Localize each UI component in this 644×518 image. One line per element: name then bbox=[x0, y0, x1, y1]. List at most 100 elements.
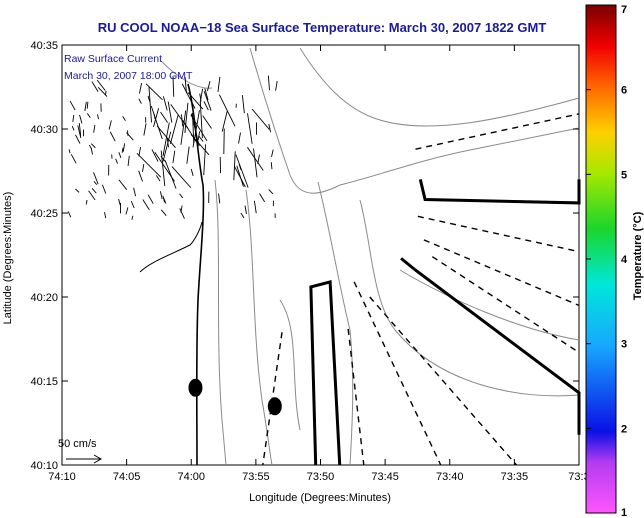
current-vector bbox=[122, 143, 126, 152]
current-vector bbox=[91, 188, 97, 194]
current-vector bbox=[147, 194, 154, 204]
current-vector bbox=[143, 123, 147, 136]
current-vector bbox=[69, 100, 76, 111]
current-vector bbox=[202, 115, 212, 129]
bathymetry-contours bbox=[159, 47, 580, 466]
current-vector bbox=[104, 212, 107, 219]
radar-beam-ray bbox=[431, 256, 580, 354]
current-vector bbox=[162, 131, 172, 162]
y-axis-label: Latitude (Degrees:Minutes) bbox=[2, 192, 14, 325]
current-vector bbox=[91, 143, 96, 149]
current-vector bbox=[127, 155, 130, 167]
current-vector bbox=[170, 104, 189, 129]
current-vector bbox=[79, 114, 83, 124]
x-tick-label: 74:00 bbox=[177, 471, 205, 483]
depth-contour bbox=[299, 47, 580, 127]
current-vector bbox=[233, 165, 246, 188]
site-marker bbox=[267, 397, 282, 416]
y-tick-label: 40:35 bbox=[30, 40, 58, 52]
current-vector bbox=[85, 199, 88, 205]
current-vector bbox=[125, 207, 129, 215]
colorbar-tick-label: 2 bbox=[621, 423, 627, 435]
current-vector bbox=[198, 135, 204, 142]
current-vector bbox=[238, 132, 241, 144]
study-box bbox=[418, 179, 581, 205]
current-vector bbox=[67, 211, 72, 218]
current-vector bbox=[217, 76, 221, 92]
current-vector bbox=[118, 179, 128, 190]
depth-contour bbox=[399, 269, 580, 341]
y-tick-label: 40:25 bbox=[30, 208, 58, 220]
colorbar-tick-label: 1 bbox=[621, 507, 627, 518]
radar-beam-ray bbox=[347, 328, 365, 466]
study-box bbox=[400, 257, 581, 435]
current-vector bbox=[150, 105, 163, 140]
scale-arrow bbox=[66, 454, 103, 464]
current-vector bbox=[138, 98, 142, 104]
current-vector bbox=[268, 189, 274, 195]
depth-contour bbox=[359, 199, 580, 397]
chart-title: RU COOL NOAA−18 Sea Surface Temperature:… bbox=[98, 20, 547, 35]
x-tick-label: 73:3 bbox=[568, 471, 589, 483]
x-tick-label: 73:50 bbox=[307, 471, 335, 483]
current-vector bbox=[153, 108, 160, 128]
y-tick-label: 40:10 bbox=[30, 460, 58, 472]
current-vector bbox=[167, 101, 173, 123]
current-vector bbox=[96, 79, 106, 91]
current-vector bbox=[93, 172, 99, 185]
current-vector bbox=[118, 152, 122, 159]
current-vector bbox=[164, 160, 177, 189]
colorbar-tick-label: 7 bbox=[621, 4, 627, 16]
current-vector bbox=[93, 181, 98, 185]
current-vector bbox=[221, 111, 228, 132]
current-vector bbox=[142, 163, 145, 173]
current-vector bbox=[199, 88, 204, 104]
current-vector bbox=[126, 132, 134, 141]
current-vector bbox=[204, 88, 209, 101]
current-vector bbox=[271, 149, 274, 157]
current-vector bbox=[75, 134, 81, 144]
current-vector bbox=[203, 91, 212, 111]
plot-frame bbox=[61, 44, 580, 466]
current-vector bbox=[151, 149, 159, 162]
current-vector bbox=[160, 150, 166, 187]
depth-contour bbox=[249, 47, 580, 194]
current-vector bbox=[259, 193, 266, 203]
current-vector bbox=[267, 75, 270, 91]
depth-contour bbox=[214, 179, 227, 466]
current-vectors bbox=[67, 75, 278, 220]
current-vector bbox=[179, 208, 185, 219]
current-vector bbox=[90, 148, 93, 155]
current-vector bbox=[115, 158, 119, 164]
current-vector bbox=[247, 147, 264, 171]
current-vector bbox=[75, 188, 80, 193]
current-vector bbox=[203, 101, 209, 111]
current-vector bbox=[138, 83, 143, 94]
depth-contour bbox=[245, 189, 273, 466]
current-vector bbox=[181, 83, 196, 109]
current-vector bbox=[253, 200, 257, 214]
y-tick-label: 40:30 bbox=[30, 124, 58, 136]
current-vector bbox=[71, 125, 75, 131]
current-vector bbox=[109, 131, 116, 142]
x-tick-label: 74:10 bbox=[48, 471, 76, 483]
current-vector bbox=[136, 153, 162, 178]
current-vector bbox=[159, 191, 163, 200]
annotation-line1: Raw Surface Current bbox=[64, 53, 162, 65]
current-vector bbox=[145, 83, 163, 101]
x-tick-label: 74:05 bbox=[113, 471, 141, 483]
current-vector bbox=[160, 209, 167, 217]
current-vector bbox=[163, 96, 168, 111]
current-vector bbox=[148, 87, 152, 123]
current-vector bbox=[187, 92, 204, 110]
current-vector bbox=[160, 111, 169, 123]
current-vector bbox=[247, 113, 253, 144]
current-vector bbox=[156, 125, 176, 149]
current-vector bbox=[199, 101, 203, 139]
current-vector bbox=[78, 122, 82, 136]
x-axis-ticks: 74:10 74:05 74:00 73:55 73:50 73:45 73:40 73:35… bbox=[48, 45, 590, 483]
radar-beam-ray bbox=[353, 281, 442, 466]
current-vector bbox=[88, 190, 96, 201]
current-vector bbox=[253, 148, 258, 178]
current-vector bbox=[190, 168, 194, 177]
